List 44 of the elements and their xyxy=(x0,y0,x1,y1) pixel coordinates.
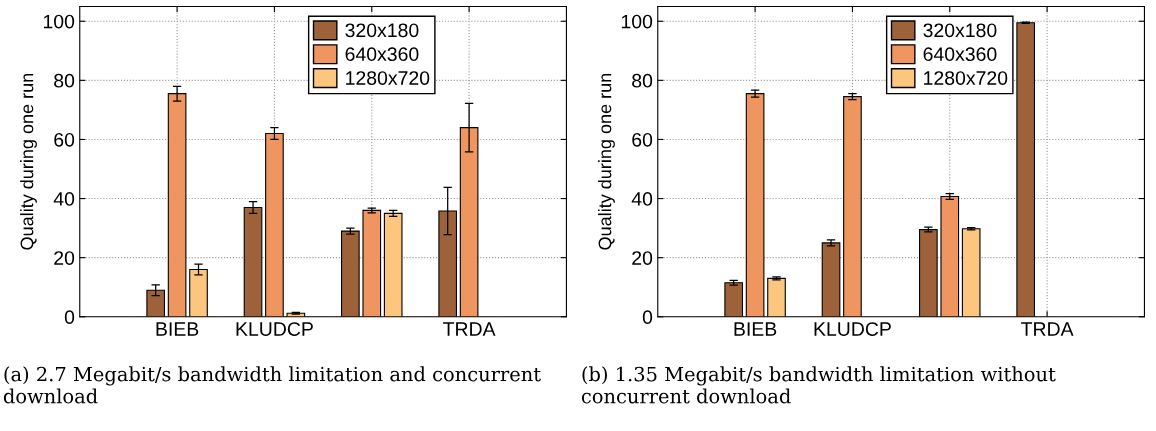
y-tick-label: 20 xyxy=(54,251,75,265)
y-tick-label: 80 xyxy=(632,73,653,88)
legend-label: 320x180 xyxy=(345,23,419,38)
bar xyxy=(383,212,403,317)
y-tick-label: 100 xyxy=(43,14,75,29)
bar xyxy=(961,228,981,317)
y-tick-label: 20 xyxy=(632,251,653,265)
y-axis-title: Quality during one run xyxy=(20,73,37,250)
y-tick-label: 0 xyxy=(642,310,653,325)
x-tick-label: BIEB xyxy=(734,322,777,336)
legend-label: 1280x720 xyxy=(346,71,430,85)
y-tick-label: 100 xyxy=(621,14,653,29)
y-axis-title: Quality during one run xyxy=(598,73,615,250)
bar xyxy=(843,96,862,317)
x-tick-label: BIEB xyxy=(156,322,199,336)
bar xyxy=(362,209,382,317)
legend-label: 1280x720 xyxy=(924,71,1008,85)
bar xyxy=(767,277,786,317)
legend-label: 640x360 xyxy=(923,47,997,62)
x-tick-label: KLUDCP xyxy=(236,322,313,336)
bar xyxy=(724,282,744,317)
y-tick-label: 40 xyxy=(53,192,75,206)
bar xyxy=(745,93,765,317)
x-tick-label: TRDA xyxy=(443,322,496,336)
legend-label: 640x360 xyxy=(345,47,419,62)
bar xyxy=(1016,22,1036,317)
y-tick-label: 0 xyxy=(64,310,75,325)
bar xyxy=(940,195,960,317)
y-tick-label: 60 xyxy=(54,132,75,147)
bar xyxy=(189,268,208,317)
text: (b) 1.35 Megabit/s bandwidth limitation without concurrent download xyxy=(581,366,1056,404)
text: (a) 2.7 Megabit/s bandwidth limitation and concurrent download xyxy=(3,366,541,404)
x-tick-label: TRDA xyxy=(1021,322,1074,336)
x-tick-label: KLUDCP xyxy=(814,322,891,336)
legend-label: 320x180 xyxy=(923,23,997,38)
bar xyxy=(919,229,938,317)
y-tick-label: 60 xyxy=(632,132,653,147)
bar xyxy=(146,289,166,317)
bar xyxy=(341,230,360,317)
y-tick-label: 80 xyxy=(54,73,75,88)
bar xyxy=(821,242,841,317)
bar xyxy=(265,132,284,317)
y-tick-label: 40 xyxy=(631,192,653,206)
bar xyxy=(243,206,263,317)
